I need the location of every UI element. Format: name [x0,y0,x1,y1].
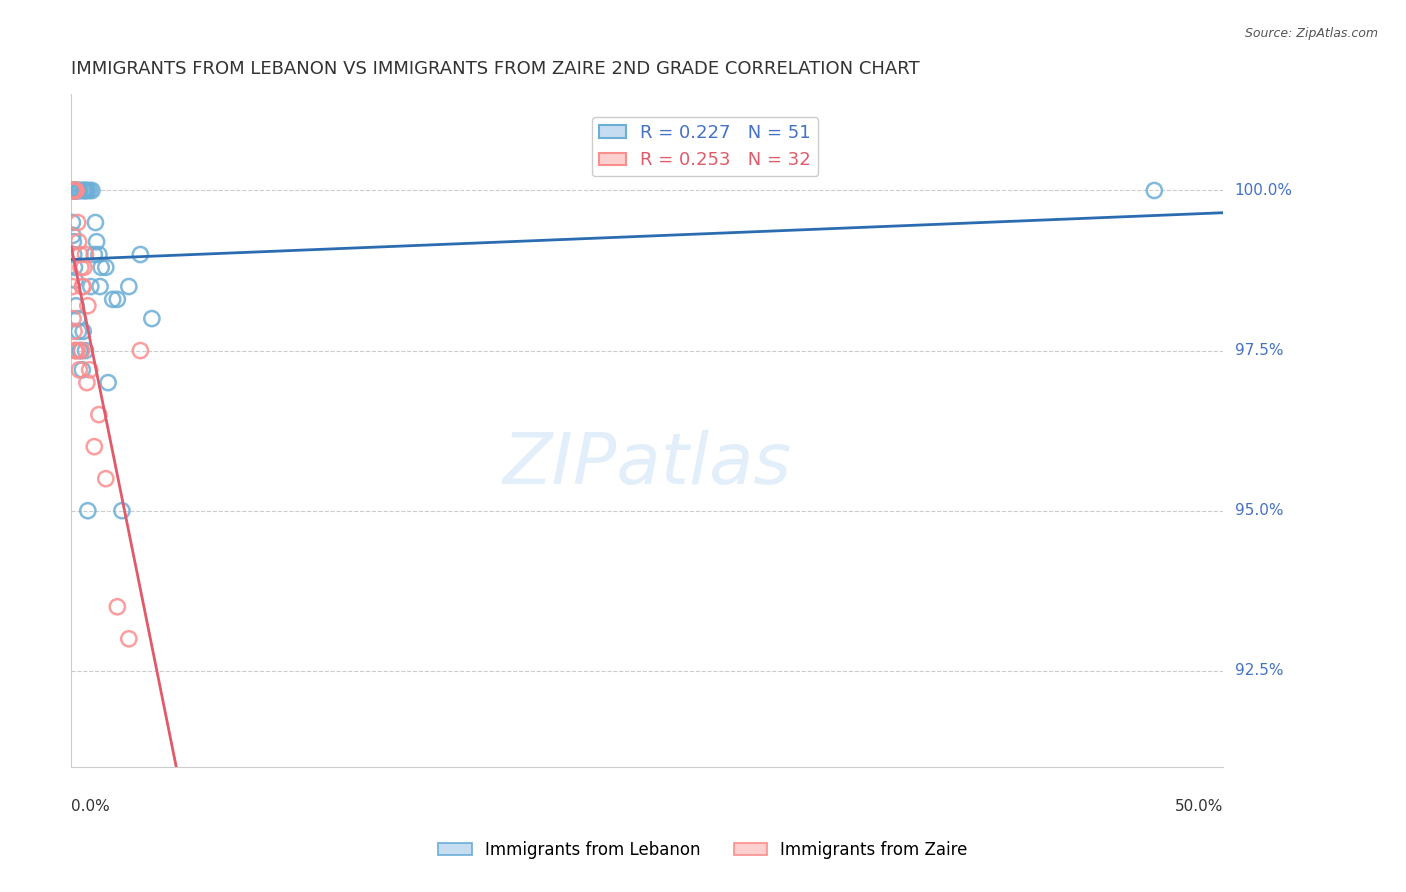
Point [1143,184,1166,198]
Point [72,184,94,198]
Point [75,184,97,198]
Point [86,235,108,249]
Point [62,247,84,261]
Point [62,184,84,198]
Point [62,184,84,198]
Point [62,184,84,198]
Point [63,273,86,287]
Point [65,184,87,198]
Point [75,247,97,261]
Point [62,228,84,243]
Point [76,504,98,518]
Point [75,343,97,358]
Point [90,260,112,275]
Point [67,184,90,198]
Point [73,184,96,198]
Point [63,184,86,198]
Point [79,184,101,198]
Point [69,184,91,198]
Point [73,260,96,275]
Point [65,299,87,313]
Point [65,343,87,358]
Point [118,279,141,293]
Point [76,184,98,198]
Point [105,293,128,307]
Point [141,311,163,326]
Text: ZIPatlas: ZIPatlas [503,430,792,499]
Text: 100.0%: 100.0% [1234,183,1292,198]
Point [87,408,110,422]
Point [63,184,86,198]
Text: IMMIGRANTS FROM LEBANON VS IMMIGRANTS FROM ZAIRE 2ND GRADE CORRELATION CHART: IMMIGRANTS FROM LEBANON VS IMMIGRANTS FR… [72,60,920,78]
Text: Source: ZipAtlas.com: Source: ZipAtlas.com [1244,27,1378,40]
Point [105,599,128,614]
Point [94,472,117,486]
Point [70,260,93,275]
Point [70,343,93,358]
Point [67,235,90,249]
Point [66,215,89,229]
Text: 92.5%: 92.5% [1234,664,1284,678]
Point [84,215,107,229]
Point [76,299,98,313]
Point [63,184,86,198]
Point [72,325,94,339]
Point [97,376,120,390]
Legend: R = 0.227   N = 51, R = 0.253   N = 32: R = 0.227 N = 51, R = 0.253 N = 32 [592,117,818,177]
Point [65,184,87,198]
Text: 0.0%: 0.0% [72,799,110,814]
Point [94,260,117,275]
Point [66,311,89,326]
Point [62,184,84,198]
Point [79,363,101,377]
Point [65,184,87,198]
Point [72,363,94,377]
Point [76,376,98,390]
Point [87,247,110,261]
Point [80,184,103,198]
Point [60,184,83,198]
Point [62,184,84,198]
Point [66,184,89,198]
Point [111,504,134,518]
Point [63,343,86,358]
Point [63,325,86,339]
Point [66,343,89,358]
Point [62,311,84,326]
Point [63,184,86,198]
Legend: Immigrants from Lebanon, Immigrants from Zaire: Immigrants from Lebanon, Immigrants from… [432,835,974,866]
Point [129,343,152,358]
Text: 95.0%: 95.0% [1234,503,1284,518]
Point [60,279,83,293]
Point [69,343,91,358]
Text: 97.5%: 97.5% [1234,343,1284,358]
Point [60,184,83,198]
Point [83,440,105,454]
Point [89,279,111,293]
Point [75,184,97,198]
Point [72,279,94,293]
Point [69,247,91,261]
Point [62,235,84,249]
Point [70,343,93,358]
Text: 50.0%: 50.0% [1175,799,1223,814]
Point [63,184,86,198]
Point [67,363,90,377]
Point [118,632,141,646]
Point [60,215,83,229]
Point [72,279,94,293]
Point [67,325,90,339]
Point [67,184,90,198]
Point [101,293,124,307]
Point [80,279,103,293]
Point [65,184,87,198]
Point [63,260,86,275]
Point [83,247,105,261]
Point [129,247,152,261]
